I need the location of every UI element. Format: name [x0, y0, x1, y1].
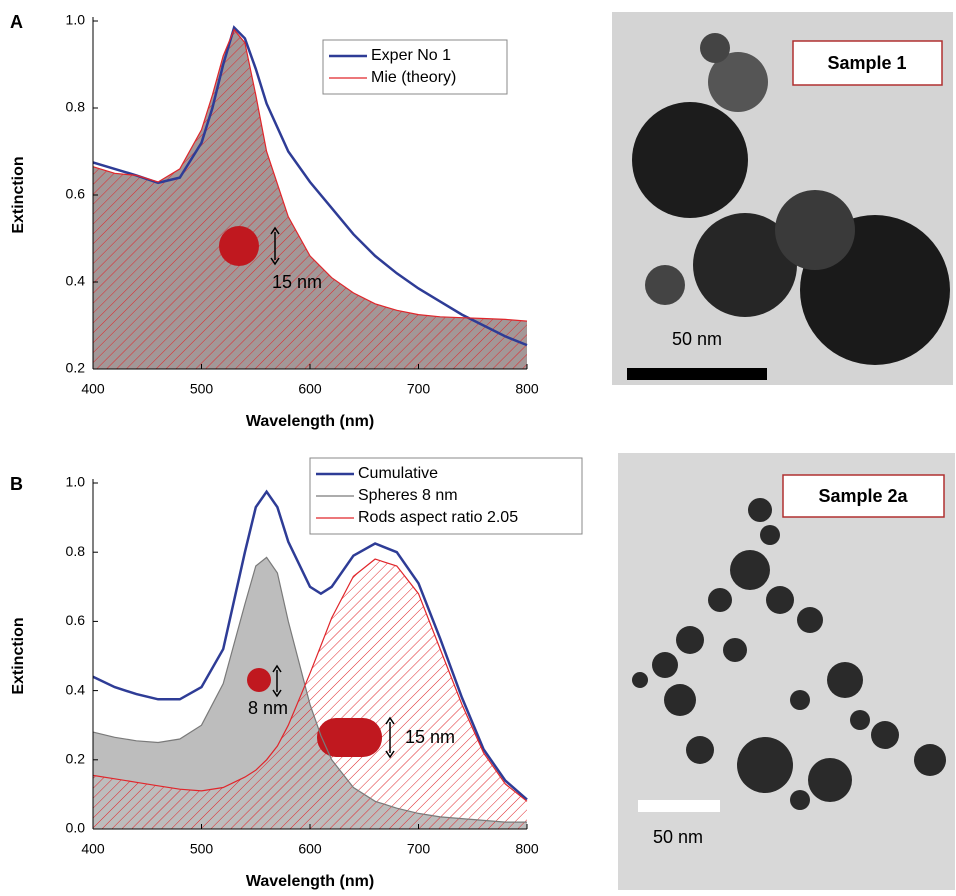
- series-line: [92, 28, 528, 322]
- x-tick-label: 400: [81, 841, 105, 857]
- y-tick-label: 0.4: [66, 273, 86, 289]
- plot: 0.0 0.2 0.4 0.6 0.8 1.0 400 500 600 700 800 Wavelen…: [10, 457, 583, 890]
- legend-label: Rods aspect ratio 2.05: [358, 509, 518, 526]
- legend-box: [309, 457, 583, 535]
- x-tick-label: 700: [407, 381, 431, 397]
- rod: [317, 718, 382, 757]
- y-tick-label: 0.2: [66, 751, 86, 767]
- y-tick-label: 1.0: [66, 474, 86, 490]
- annotation: 15 nm: [405, 727, 455, 747]
- y-tick-label: 0.8: [66, 543, 86, 559]
- arrow-head: [270, 226, 280, 266]
- area: [93, 557, 527, 829]
- arrow-head: [385, 716, 395, 759]
- y-axis-label: Extinction: [10, 156, 27, 233]
- x-tick-label: 700: [407, 841, 431, 857]
- legend-label: Cumulative: [358, 465, 438, 482]
- x-axis-label: Wavelength (nm): [246, 413, 374, 430]
- scale-bar-label: 50 nm: [672, 329, 722, 349]
- x-tick-label: 800: [515, 841, 539, 857]
- legend-label: Exper No 1: [371, 47, 451, 64]
- y-tick-label: 0.0: [66, 820, 86, 836]
- x-tick-label: 400: [81, 381, 105, 397]
- y-axis-label: Extinction: [10, 617, 27, 694]
- x-tick-label: 500: [190, 381, 214, 397]
- series-line: [92, 25, 528, 347]
- tem-image: Sample 1 50 nm: [612, 12, 953, 385]
- y-tick-label: 0.4: [66, 681, 86, 697]
- plot: 0.2 0.4 0.6 0.8 1.0 400 500 600 700 800 Wavelength…: [10, 12, 539, 431]
- legend-label: Spheres 8 nm: [358, 487, 458, 504]
- y-tick-label: 1.0: [66, 12, 86, 28]
- tem-image: Sample 2a 50 nm: [618, 453, 955, 890]
- panel-label: B: [10, 474, 23, 494]
- scale-bar-label: 50 nm: [653, 827, 703, 847]
- y-tick-label: 0.6: [66, 186, 86, 202]
- x-tick-label: 800: [515, 381, 539, 397]
- image-label: Sample 1: [827, 53, 906, 73]
- y-tick-label: 0.6: [66, 612, 86, 628]
- series-line: [92, 489, 528, 801]
- legend-label: Mie (theory): [371, 69, 456, 86]
- particle: [219, 226, 259, 266]
- x-tick-label: 600: [298, 841, 322, 857]
- legend-box: [322, 39, 508, 95]
- series-line: [92, 556, 527, 823]
- area-hatch: [93, 29, 527, 369]
- annotation: 8 nm: [248, 698, 288, 718]
- annotation: 15 nm: [272, 272, 322, 292]
- x-tick-label: 600: [298, 381, 322, 397]
- y-tick-label: 0.8: [66, 99, 86, 115]
- series-line: [92, 558, 528, 802]
- image-label: Sample 2a: [818, 486, 908, 506]
- x-axis-label: Wavelength (nm): [246, 873, 374, 890]
- particle: [247, 668, 271, 692]
- panel-label: A: [10, 12, 23, 32]
- arrow-head: [272, 664, 282, 698]
- y-tick-label: 0.2: [66, 360, 86, 376]
- x-tick-label: 500: [190, 841, 214, 857]
- area-hatch: [93, 559, 527, 829]
